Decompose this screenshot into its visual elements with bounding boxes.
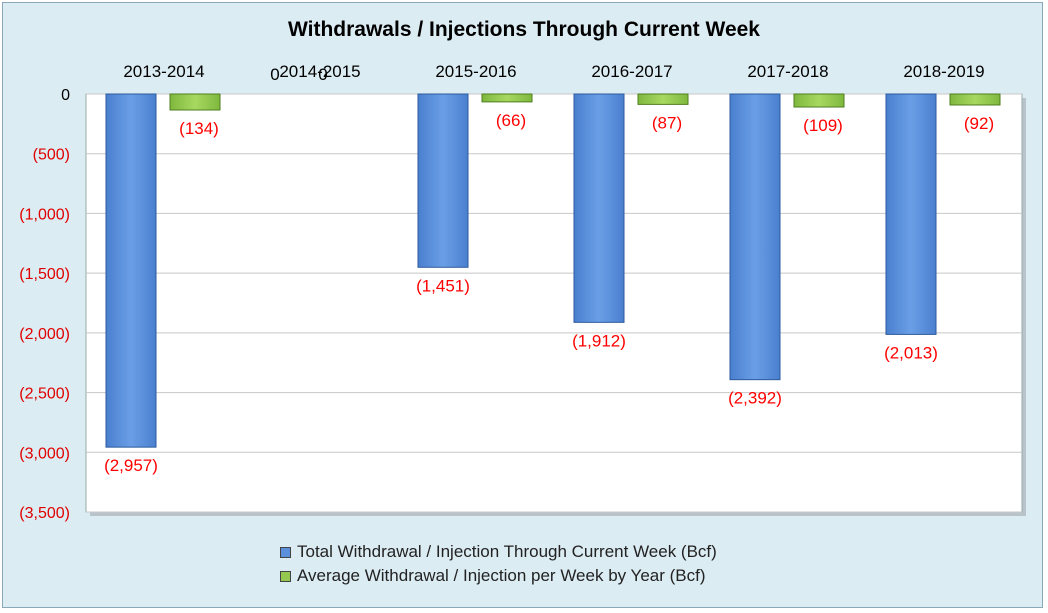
data-label-total: (2,957): [104, 456, 158, 475]
data-label-average: (87): [652, 113, 682, 132]
bar-average: [637, 93, 689, 105]
bar-total: [105, 93, 157, 448]
data-label-total: (2,392): [728, 389, 782, 408]
legend-swatch-average: [280, 570, 291, 582]
x-tick-label: 2016-2017: [591, 62, 672, 81]
y-tick-label: (1,500): [19, 266, 70, 283]
y-tick-label: 0: [61, 87, 70, 104]
y-tick-label: (500): [33, 147, 70, 164]
data-label-average: (92): [964, 114, 994, 133]
bar-average: [949, 93, 1001, 106]
legend-item-total: Total Withdrawal / Injection Through Cur…: [280, 540, 717, 564]
bar-total: [885, 93, 937, 335]
y-tick-label: (2,500): [19, 386, 70, 403]
data-label-average: 0: [318, 65, 327, 84]
bar-average: [793, 93, 845, 108]
y-tick-label: (1,000): [19, 206, 70, 223]
data-label-average: (109): [803, 116, 843, 135]
bar-total: [417, 93, 469, 268]
x-tick-label: 2014-2015: [279, 62, 360, 81]
y-tick-label: (2,000): [19, 326, 70, 343]
bar-total: [729, 93, 781, 381]
data-label-total: 0: [270, 65, 279, 84]
x-tick-label: 2015-2016: [435, 62, 516, 81]
x-tick-label: 2018-2019: [903, 62, 984, 81]
legend-swatch-total: [280, 546, 291, 558]
legend-item-average: Average Withdrawal / Injection per Week …: [280, 564, 717, 588]
bar-total: [573, 93, 625, 323]
data-label-total: (1,451): [416, 276, 470, 295]
legend: Total Withdrawal / Injection Through Cur…: [280, 540, 717, 588]
bar-average: [169, 93, 221, 111]
x-tick-label: 2017-2018: [747, 62, 828, 81]
data-label-average: (134): [179, 119, 219, 138]
legend-label-average: Average Withdrawal / Injection per Week …: [297, 566, 706, 585]
data-label-average: (66): [496, 111, 526, 130]
plot-background: [85, 93, 1023, 513]
data-label-total: (1,912): [572, 331, 626, 350]
legend-label-total: Total Withdrawal / Injection Through Cur…: [297, 542, 717, 561]
bar-average: [481, 93, 533, 103]
y-tick-label: (3,000): [19, 445, 70, 462]
data-label-total: (2,013): [884, 343, 938, 362]
chart-title: Withdrawals / Injections Through Current…: [288, 18, 760, 41]
y-tick-label: (3,500): [19, 505, 70, 522]
x-tick-label: 2013-2014: [123, 62, 204, 81]
